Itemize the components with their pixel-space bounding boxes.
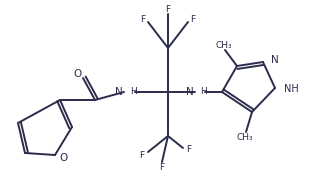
Text: H: H [200, 88, 207, 96]
Text: O: O [74, 69, 82, 79]
Text: F: F [190, 15, 196, 24]
Text: N: N [186, 87, 194, 97]
Text: NH: NH [284, 84, 299, 94]
Text: F: F [140, 15, 146, 24]
Text: CH₃: CH₃ [237, 134, 253, 142]
Text: O: O [59, 153, 67, 163]
Text: N: N [271, 55, 279, 65]
Text: F: F [165, 6, 171, 15]
Text: F: F [139, 151, 145, 160]
Text: CH₃: CH₃ [216, 40, 232, 49]
Text: H: H [130, 88, 137, 96]
Text: N: N [115, 87, 123, 97]
Text: F: F [159, 162, 165, 171]
Text: F: F [186, 146, 192, 155]
